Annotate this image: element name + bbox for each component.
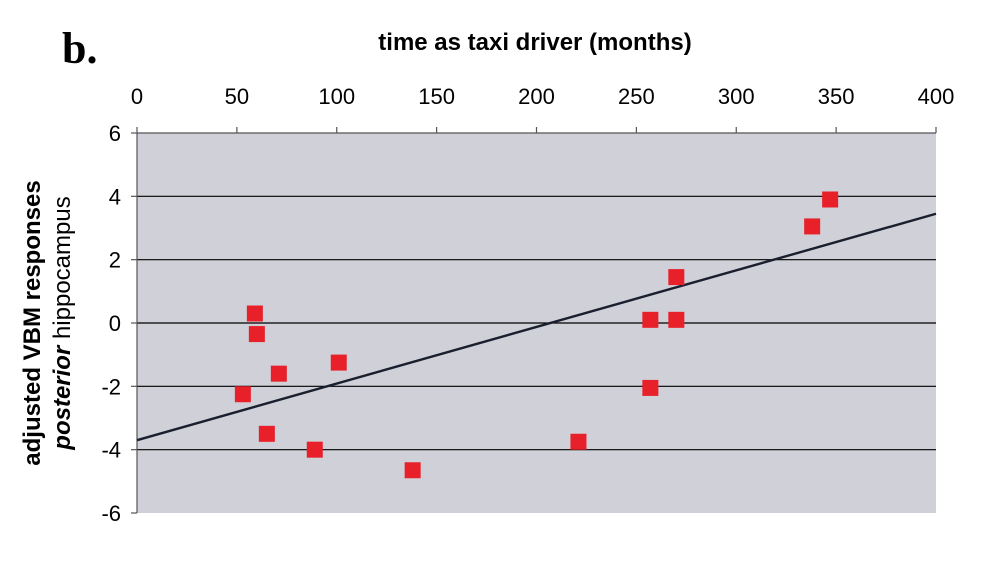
grid-lines xyxy=(137,195,936,451)
data-point-7 xyxy=(404,462,421,479)
x-tick-label-1: 50 xyxy=(225,84,249,109)
x-tick-label-4: 200 xyxy=(518,84,555,109)
data-point-6 xyxy=(330,354,347,371)
y-axis-title-line1: adjusted VBM responses xyxy=(19,180,46,465)
y-tick-label-2: 2 xyxy=(109,248,121,273)
data-point-3 xyxy=(258,425,275,442)
y-tick-label-6: -6 xyxy=(101,501,121,526)
data-point-9 xyxy=(642,311,659,328)
data-point-2 xyxy=(248,326,265,343)
x-tick-label-5: 250 xyxy=(618,84,655,109)
x-tick-label-0: 0 xyxy=(131,84,143,109)
data-points xyxy=(234,191,839,479)
x-tick-label-6: 300 xyxy=(718,84,755,109)
data-point-1 xyxy=(246,305,263,322)
y-tick-label-0: 6 xyxy=(109,121,121,146)
data-point-10 xyxy=(642,379,659,396)
y-axis-title-italic: posterior xyxy=(49,344,76,451)
x-tick-label-8: 400 xyxy=(918,84,955,109)
panel-label: b. xyxy=(62,24,97,73)
x-axis-title: time as taxi driver (months) xyxy=(378,29,691,56)
trendline xyxy=(136,212,937,442)
data-point-13 xyxy=(804,218,821,235)
data-point-14 xyxy=(822,191,839,208)
data-point-8 xyxy=(570,433,587,450)
y-axis-title-rest: hippocampus xyxy=(49,196,76,345)
y-tick-label-1: 4 xyxy=(109,184,121,209)
data-point-11 xyxy=(668,269,685,286)
x-tick-label-7: 350 xyxy=(818,84,855,109)
y-axis-title-line2: posterior hippocampus xyxy=(49,196,76,450)
data-point-12 xyxy=(668,311,685,328)
y-tick-label-3: 0 xyxy=(109,311,121,336)
data-point-5 xyxy=(306,441,323,458)
x-tick-label-2: 100 xyxy=(318,84,355,109)
axes xyxy=(131,127,937,514)
y-tick-label-5: -4 xyxy=(101,438,121,463)
y-tick-labels: 6 4 2 0 -2 -4 -6 xyxy=(101,121,121,526)
data-point-0 xyxy=(234,386,251,403)
data-point-4 xyxy=(270,365,287,382)
x-tick-labels: 0 50 100 150 200 250 300 350 400 xyxy=(131,84,954,109)
x-tick-label-3: 150 xyxy=(418,84,455,109)
trendline-group xyxy=(136,212,937,442)
y-tick-label-4: -2 xyxy=(101,374,121,399)
